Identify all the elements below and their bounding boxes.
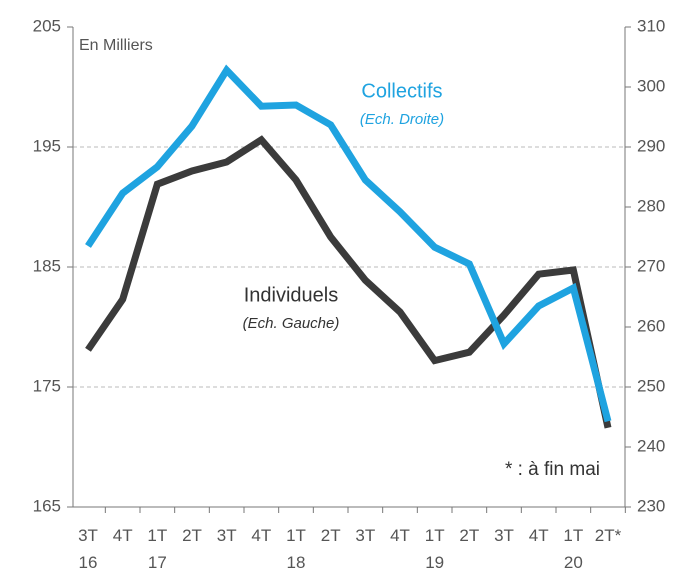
series-line xyxy=(85,135,612,429)
series-sublabel: (Ech. Droite) xyxy=(360,111,444,128)
y2-tick-label: 240 xyxy=(637,436,665,455)
y2-tick-label: 230 xyxy=(637,496,665,515)
series-line xyxy=(85,64,612,423)
x-tick-label: 3T xyxy=(355,526,375,545)
x-tick-label: 1T 20 xyxy=(563,526,583,572)
x-tick-label: 1T 17 xyxy=(147,526,167,572)
y-tick-label: 175 xyxy=(33,376,61,395)
y2-tick-label: 270 xyxy=(637,256,665,275)
series-label: Collectifs xyxy=(361,80,442,102)
y-tick-label: 205 xyxy=(33,16,61,35)
x-tick-label: 2T xyxy=(321,526,341,545)
y-tick-label: 195 xyxy=(33,136,61,155)
x-tick-label: 3T 16 xyxy=(78,526,98,572)
y2-tick-label: 260 xyxy=(637,316,665,335)
x-tick-label: 4T xyxy=(251,526,271,545)
x-tick-label: 4T xyxy=(390,526,410,545)
unit-note: En Milliers xyxy=(79,37,153,54)
y2-tick-label: 290 xyxy=(637,136,665,155)
x-tick-label: 4T xyxy=(113,526,133,545)
x-tick-label: 2T* xyxy=(595,526,622,545)
series-sublabel: (Ech. Gauche) xyxy=(243,315,340,332)
x-tick-label: 2T xyxy=(459,526,479,545)
series-label: Individuels xyxy=(244,284,339,306)
x-tick-label: 3T xyxy=(494,526,514,545)
x-tick-label: 4T xyxy=(529,526,549,545)
y2-tick-label: 310 xyxy=(637,16,665,35)
x-tick-label: 1T 18 xyxy=(286,526,306,572)
x-tick-label: 1T 19 xyxy=(425,526,445,572)
footnote: * : à fin mai xyxy=(505,459,600,480)
y2-tick-label: 280 xyxy=(637,196,665,215)
y-tick-label: 185 xyxy=(33,256,61,275)
y2-tick-label: 250 xyxy=(637,376,665,395)
x-tick-label: 3T xyxy=(217,526,237,545)
x-tick-label: 2T xyxy=(182,526,202,545)
y2-tick-label: 300 xyxy=(637,76,665,95)
y-tick-label: 165 xyxy=(33,496,61,515)
